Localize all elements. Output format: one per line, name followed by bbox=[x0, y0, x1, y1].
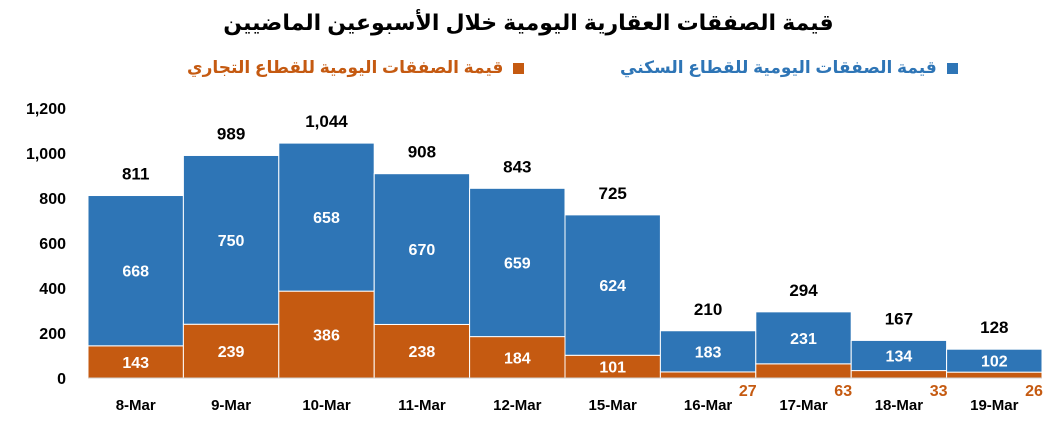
x-tick-label: 15-Mar bbox=[589, 397, 638, 414]
bar-residential bbox=[755, 311, 852, 365]
bar-residential bbox=[469, 187, 566, 338]
legend-swatch-residential bbox=[946, 62, 958, 74]
data-label-commercial: 239 bbox=[218, 344, 245, 361]
data-label-total: 843 bbox=[503, 157, 531, 176]
data-label-commercial: 238 bbox=[409, 344, 436, 361]
x-tick-label: 10-Mar bbox=[302, 397, 351, 414]
bar-commercial bbox=[182, 323, 280, 379]
bar-commercial bbox=[850, 370, 948, 379]
data-label-total: 908 bbox=[408, 143, 436, 162]
bar-residential bbox=[373, 173, 471, 325]
y-tick-label: 200 bbox=[39, 326, 66, 343]
data-label-residential: 134 bbox=[886, 349, 913, 366]
data-label-residential: 624 bbox=[599, 278, 626, 295]
data-label-residential: 231 bbox=[790, 331, 817, 348]
bar-residential bbox=[850, 339, 948, 372]
data-label-total: 128 bbox=[980, 318, 1008, 337]
x-tick-label: 12-Mar bbox=[493, 397, 542, 414]
y-tick-label: 400 bbox=[39, 281, 66, 298]
data-label-total: 294 bbox=[789, 281, 818, 300]
bar-commercial bbox=[278, 290, 375, 379]
x-tick-label: 9-Mar bbox=[211, 397, 251, 414]
data-label-total: 989 bbox=[217, 124, 245, 143]
x-tick-label: 18-Mar bbox=[875, 397, 924, 414]
bar-residential bbox=[182, 154, 280, 325]
bar-residential bbox=[659, 330, 757, 373]
bar-residential bbox=[946, 348, 1043, 373]
bar-commercial bbox=[946, 371, 1043, 379]
bar-residential bbox=[564, 214, 661, 356]
data-label-total: 167 bbox=[885, 309, 913, 328]
data-label-residential: 658 bbox=[313, 210, 340, 227]
data-label-commercial: 386 bbox=[313, 328, 340, 345]
data-label-commercial: 143 bbox=[122, 355, 149, 372]
data-label-commercial: 27 bbox=[739, 383, 757, 400]
data-label-commercial: 33 bbox=[930, 383, 948, 400]
chart-legend: قيمة الصفقات اليومية للقطاع السكني قيمة … bbox=[0, 58, 1057, 86]
bar-commercial bbox=[659, 371, 757, 379]
data-label-commercial: 63 bbox=[834, 383, 852, 400]
data-label-commercial: 101 bbox=[599, 360, 626, 377]
legend-item-commercial: قيمة الصفقات اليومية للقطاع التجاري bbox=[187, 58, 525, 78]
y-tick-label: 1,000 bbox=[26, 146, 66, 163]
legend-label-residential: قيمة الصفقات اليومية للقطاع السكني bbox=[620, 58, 937, 77]
legend-swatch-commercial bbox=[513, 62, 525, 74]
data-label-residential: 670 bbox=[409, 242, 436, 259]
data-label-total: 210 bbox=[694, 300, 722, 319]
x-tick-label: 11-Mar bbox=[398, 397, 446, 414]
data-label-residential: 750 bbox=[218, 233, 245, 250]
data-label-residential: 183 bbox=[695, 344, 722, 361]
data-label-total: 725 bbox=[599, 184, 627, 203]
chart-title: قيمة الصفقات العقارية اليومية خلال الأسب… bbox=[223, 10, 834, 35]
x-tick-label: 19-Mar bbox=[970, 397, 1019, 414]
legend-label-commercial: قيمة الصفقات اليومية للقطاع التجاري bbox=[187, 58, 504, 77]
y-tick-label: 600 bbox=[39, 236, 66, 253]
bar-commercial bbox=[755, 363, 852, 379]
x-tick-label: 8-Mar bbox=[116, 397, 156, 414]
legend-item-residential: قيمة الصفقات اليومية للقطاع السكني bbox=[620, 58, 958, 78]
x-tick-label: 16-Mar bbox=[684, 397, 733, 414]
y-tick-label: 0 bbox=[57, 371, 66, 388]
bar-residential bbox=[87, 195, 184, 347]
bar-residential bbox=[278, 142, 375, 292]
y-tick-label: 800 bbox=[39, 191, 66, 208]
data-label-commercial: 184 bbox=[504, 350, 531, 367]
data-label-residential: 659 bbox=[504, 255, 531, 272]
y-tick-label: 1,200 bbox=[26, 101, 66, 118]
data-label-total: 1,044 bbox=[305, 112, 348, 131]
data-label-residential: 668 bbox=[122, 264, 149, 281]
data-label-commercial: 26 bbox=[1025, 383, 1043, 400]
data-label-residential: 102 bbox=[981, 354, 1008, 371]
x-tick-label: 17-Mar bbox=[779, 397, 828, 414]
data-label-total: 811 bbox=[122, 165, 149, 184]
